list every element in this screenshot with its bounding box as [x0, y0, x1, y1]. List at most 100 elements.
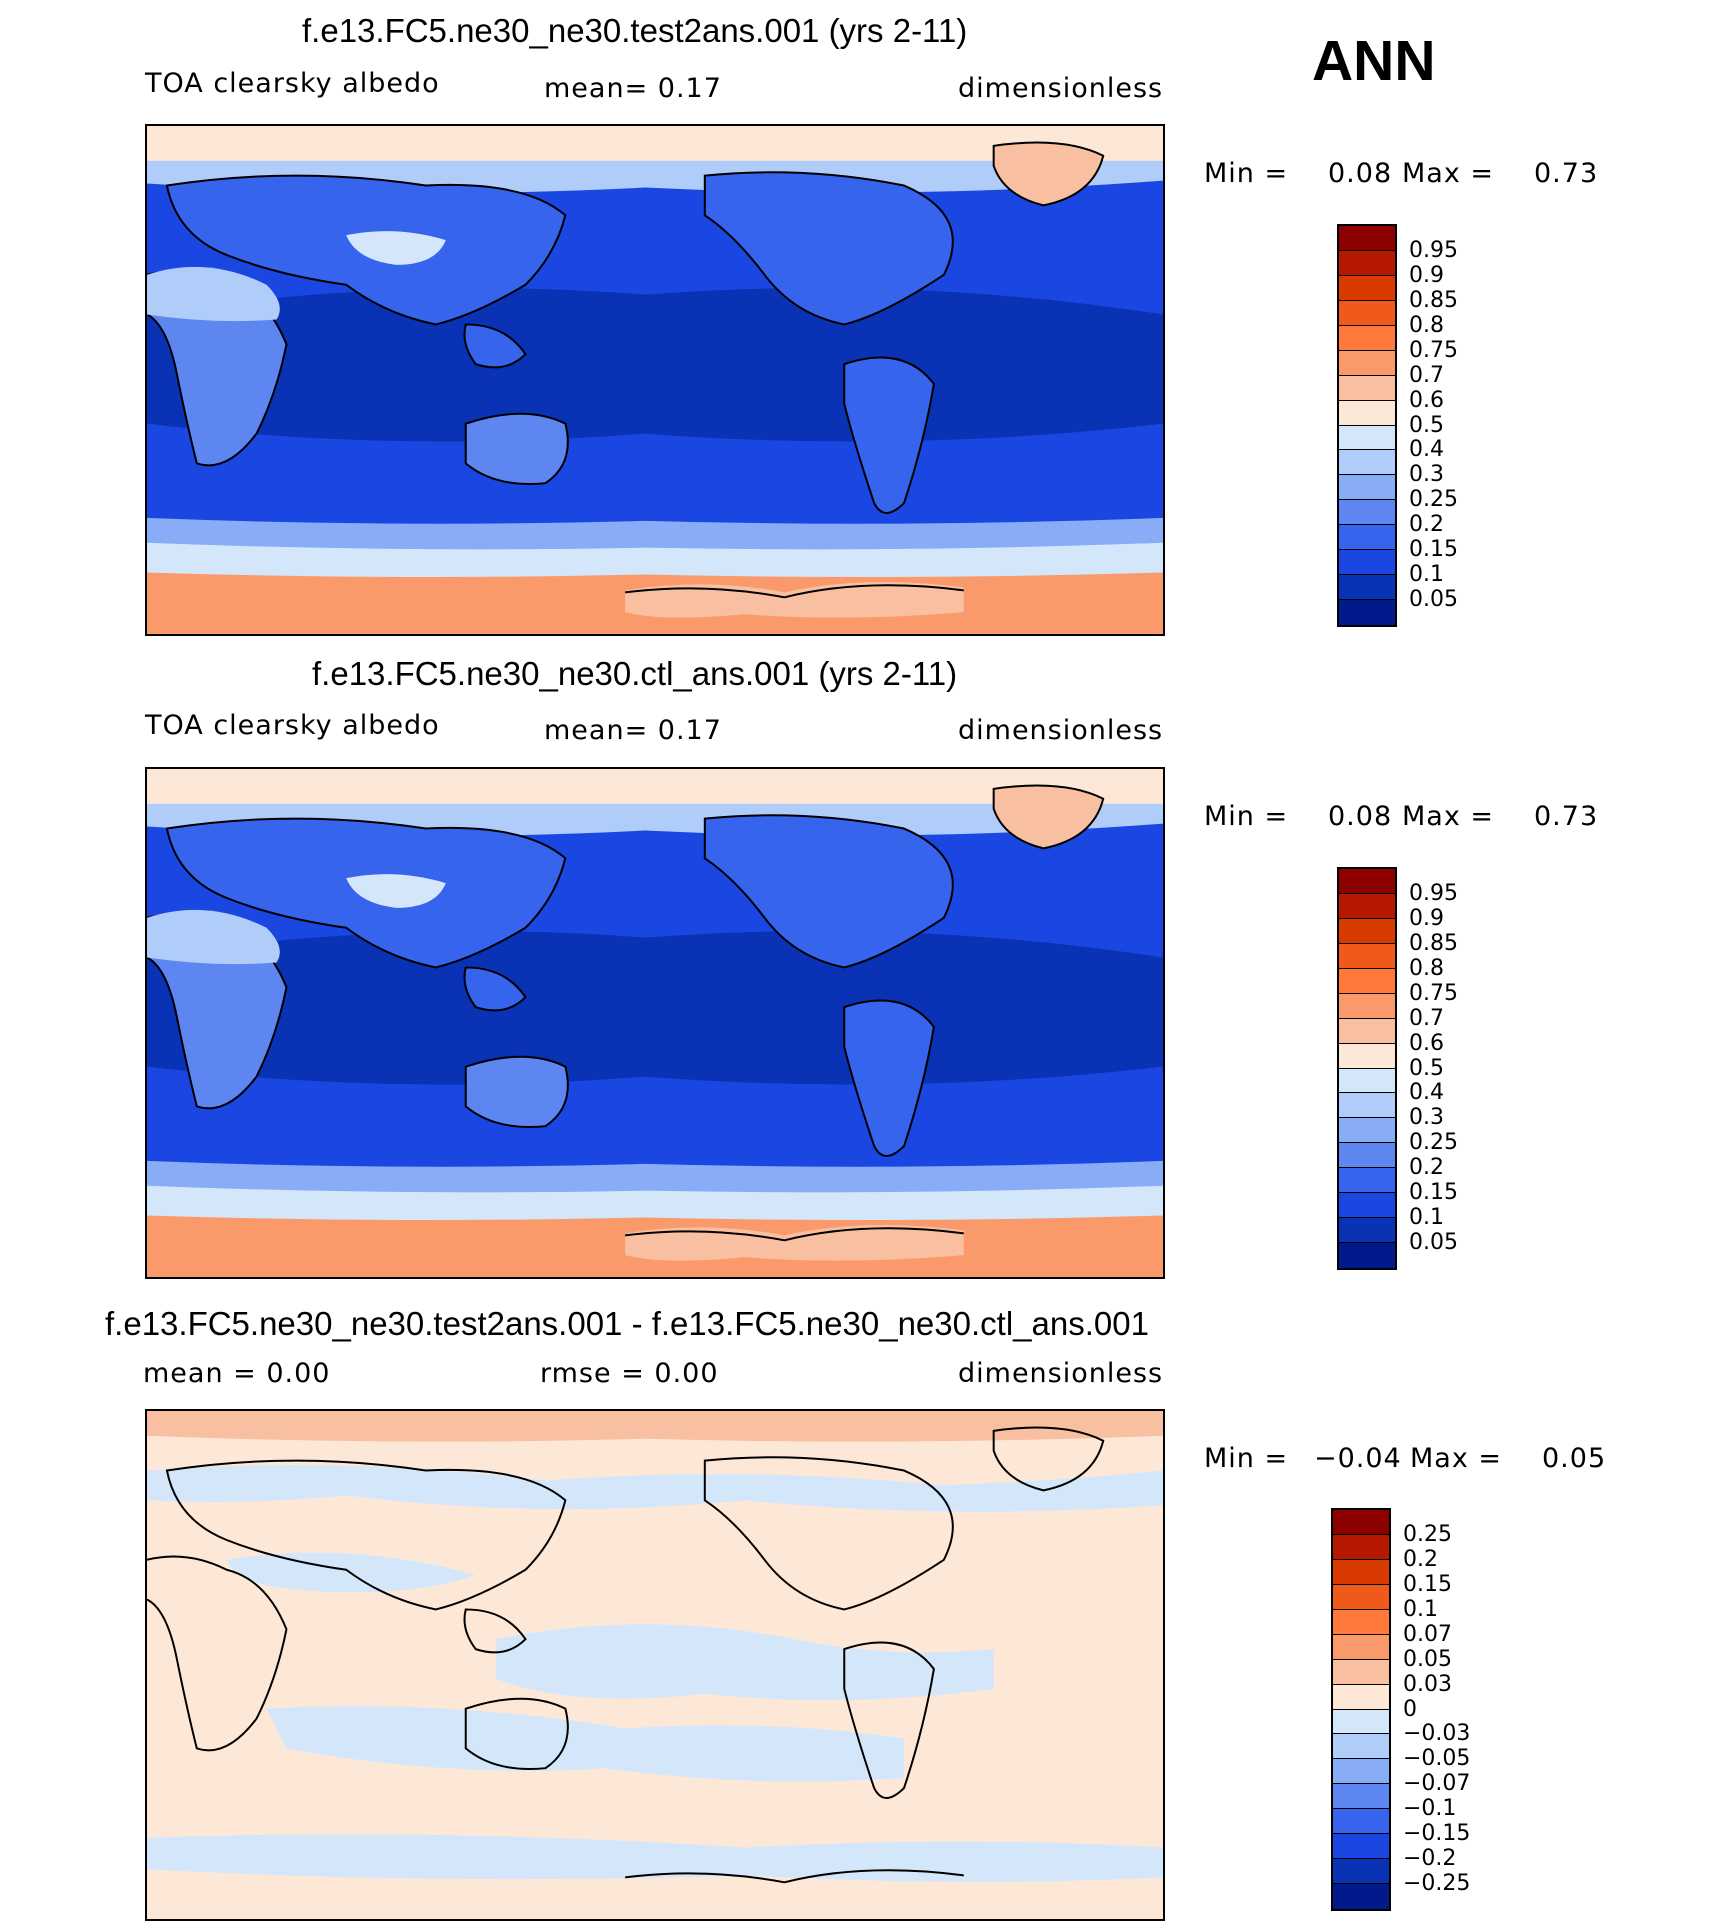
panel-3-colorbar-label: 0.1: [1403, 1596, 1438, 1622]
panel-2-colorbar-bin: [1339, 1143, 1395, 1169]
panel-1-colorbar-bin: [1339, 300, 1395, 326]
panel-2-antarctic-coast: [624, 1227, 964, 1242]
panel-1-colorbar-bin: [1339, 375, 1395, 401]
panel-1-colorbar-bin: [1339, 450, 1395, 476]
panel-2-greenland: [992, 784, 1105, 850]
panel-3-colorbar-label: −0.07: [1403, 1771, 1471, 1797]
panel-2-colorbar-label: 0.25: [1409, 1130, 1458, 1156]
panel-3-colorbar-bin: [1333, 1709, 1389, 1735]
panel-3-rmse-label: rmse = 0.00: [540, 1358, 719, 1389]
panel-1-colorbar-label: 0.7: [1409, 362, 1444, 388]
panel-2-colorbar-label: 0.1: [1409, 1205, 1444, 1231]
panel-1-colorbar-label: 0.5: [1409, 412, 1444, 438]
panel-2-units-label: dimensionless: [958, 715, 1164, 746]
panel-2-colorbar-bin: [1339, 1093, 1395, 1119]
panel-2-max-label: Max =: [1402, 801, 1495, 832]
panel-3-colorbar-bin: [1333, 1584, 1389, 1610]
panel-2-colorbar-label: 0.7: [1409, 1005, 1444, 1031]
panel-3-negative-patch-south: [266, 1706, 905, 1782]
panel-1-colorbar-bin: [1339, 500, 1395, 526]
panel-3-min-label: Min =: [1204, 1443, 1289, 1474]
panel-1-colorbar-bin: [1339, 325, 1395, 351]
panel-2-colorbar-label: 0.8: [1409, 955, 1444, 981]
panel-3-max-value: 0.05: [1542, 1443, 1607, 1474]
panel-1-variable-label: TOA clearsky albedo: [145, 68, 440, 99]
panel-3-africa: [147, 1555, 288, 1752]
panel-3-colorbar-bin: [1333, 1684, 1389, 1710]
panel-1-mean-label: mean= 0.17: [544, 73, 722, 104]
panel-1-colorbar-bin: [1339, 400, 1395, 426]
panel-2-colorbar-bin: [1339, 1218, 1395, 1244]
panel-3-colorbar-label: −0.2: [1403, 1846, 1457, 1872]
panel-2-north-america: [703, 814, 954, 969]
panel-3-arctic-positive: [147, 1411, 1163, 1442]
panel-1-title: f.e13.FC5.ne30_ne30.test2ans.001 (yrs 2-…: [302, 12, 968, 49]
panel-2-min-label: Min =: [1204, 801, 1289, 832]
panel-2-colorbar-bin: [1339, 1193, 1395, 1219]
panel-1-colorbar-label: 0.05: [1409, 587, 1458, 613]
panel-3-colorbar-bin: [1333, 1884, 1389, 1909]
panel-3-colorbar-bin: [1333, 1834, 1389, 1860]
panel-1-colorbar-bin: [1339, 425, 1395, 451]
panel-2-colorbar-bin: [1339, 1068, 1395, 1094]
panel-3-colorbar-bin: [1333, 1609, 1389, 1635]
panel-1-colorbar-bin: [1339, 350, 1395, 376]
panel-3-colorbar-label: −0.1: [1403, 1796, 1457, 1822]
panel-2-antarctic-plateau: [625, 1224, 964, 1261]
panel-1-colorbar-bin: [1339, 575, 1395, 601]
panel-3-south-america: [843, 1641, 935, 1799]
panel-3-colorbar-label: 0.15: [1403, 1571, 1452, 1597]
panel-1-colorbar-bin: [1339, 275, 1395, 301]
panel-2-min-value: 0.08: [1328, 801, 1393, 832]
panel-2-sahara: [147, 909, 280, 965]
panel-2-colorbar-label: 0.85: [1409, 930, 1458, 956]
panel-3-colorbar-label: 0.07: [1403, 1621, 1452, 1647]
panel-3-north-america: [703, 1456, 954, 1611]
panel-2-colorbar-label: 0.05: [1409, 1230, 1458, 1256]
panel-2-maritime-continent: [463, 966, 527, 1012]
panel-2-colorbar: [1337, 867, 1397, 1270]
panel-3-map: [145, 1409, 1165, 1921]
panel-2-colorbar-label: 0.95: [1409, 880, 1458, 906]
panel-1-map: [145, 124, 1165, 636]
panel-1-colorbar-label: 0.75: [1409, 337, 1458, 363]
panel-1-colorbar-label: 0.15: [1409, 537, 1458, 563]
panel-3-negative-patch-tropics: [495, 1624, 994, 1701]
panel-1-units-label: dimensionless: [958, 73, 1164, 104]
panel-3-colorbar-label: 0: [1403, 1696, 1417, 1722]
panel-2-south-america: [843, 999, 935, 1157]
panel-2-variable-label: TOA clearsky albedo: [145, 710, 440, 741]
panel-2-max-value: 0.73: [1534, 801, 1599, 832]
panel-3-colorbar: [1331, 1508, 1391, 1911]
panel-2-map-svg: [147, 769, 1163, 1277]
panel-2-colorbar-label: 0.5: [1409, 1055, 1444, 1081]
panel-1-colorbar-bin: [1339, 550, 1395, 576]
panel-1-colorbar-label: 0.85: [1409, 287, 1458, 313]
panel-1-map-svg: [147, 126, 1163, 634]
panel-3-colorbar-bin: [1333, 1510, 1389, 1535]
panel-2-colorbar-bin: [1339, 893, 1395, 919]
panel-1-colorbar-label: 0.9: [1409, 262, 1444, 288]
panel-3-maritime-continent: [463, 1608, 527, 1654]
panel-1-colorbar-bin: [1339, 600, 1395, 625]
panel-2-colorbar-label: 0.15: [1409, 1180, 1458, 1206]
panel-1-colorbar-bin: [1339, 226, 1395, 251]
panel-2-australia: [464, 1055, 569, 1128]
panel-3-map-svg: [147, 1411, 1163, 1919]
panel-1-colorbar: [1337, 224, 1397, 627]
panel-2-colorbar-bin: [1339, 1118, 1395, 1144]
panel-1-maritime-continent: [463, 323, 527, 369]
panel-3-min-value: −0.04: [1314, 1443, 1402, 1474]
panel-2-colorbar-bin: [1339, 918, 1395, 944]
panel-3-antarctic-coast: [624, 1869, 964, 1884]
season-label: ANN: [1312, 29, 1436, 93]
panel-3-colorbar-bin: [1333, 1559, 1389, 1585]
panel-1-tibet: [346, 231, 446, 265]
panel-1-north-america: [703, 171, 954, 326]
panel-1-sahara: [147, 266, 280, 322]
panel-1-colorbar-bin: [1339, 250, 1395, 276]
panel-2-mean-label: mean= 0.17: [544, 715, 722, 746]
panel-1-max-label: Max =: [1402, 158, 1495, 189]
panel-2-colorbar-bin: [1339, 943, 1395, 969]
